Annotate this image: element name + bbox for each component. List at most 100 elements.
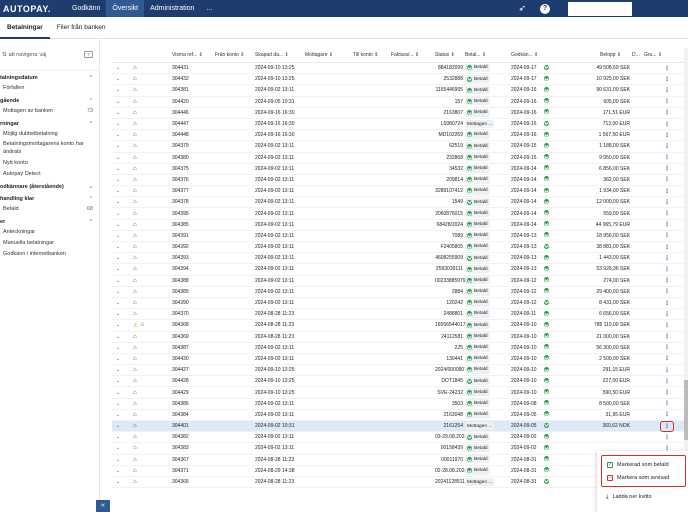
expand-chevron-icon[interactable]: ⌄ (115, 76, 121, 83)
sidebar-section-header[interactable]: rningar ⌃ (0, 119, 99, 129)
row-actions-kebab-icon[interactable]: ⋮ (664, 143, 670, 150)
row-actions-kebab-icon[interactable]: ⋮ (664, 401, 670, 408)
collapse-sidebar-button[interactable]: « (96, 500, 110, 512)
row-actions-kebab-icon[interactable]: ⋮ (664, 412, 670, 419)
expand-chevron-icon[interactable]: ⌄ (115, 255, 121, 262)
column-header-status[interactable]: Status ⇕ (435, 52, 455, 58)
row-actions-kebab-icon[interactable]: ⋮ (664, 110, 670, 117)
expand-chevron-icon[interactable]: ⌄ (115, 479, 121, 486)
expand-chevron-icon[interactable]: ⌄ (115, 277, 121, 284)
sidebar-section-header[interactable]: handling klar ⌃ (0, 194, 99, 204)
expand-chevron-icon[interactable]: ⌄ (115, 344, 121, 351)
table-row[interactable]: ⌄ ⌂ 304367 2024-08-28 11:23 00011970 Betald 20… (112, 455, 684, 466)
expand-chevron-icon[interactable]: ⌄ (115, 109, 121, 116)
rocket-icon[interactable]: ➶ (518, 3, 526, 13)
row-actions-kebab-icon[interactable]: ⋮ (664, 76, 670, 83)
expand-chevron-icon[interactable]: ⌄ (115, 322, 121, 329)
table-row[interactable]: ⌄ ⌂ 304389 2024-09-02 13:11 2884 Betald 2024-0… (112, 287, 684, 298)
expand-chevron-icon[interactable]: ⌄ (115, 244, 121, 251)
table-row[interactable]: ⌄ ⌂ 304376 2024-09-02 13:11 209814 Betald 2024… (112, 175, 684, 187)
sidebar-item[interactable]: Mottagen av banken 73 (0, 106, 99, 117)
table-row[interactable]: ⌄ ⌂ 304430 2024-09-02 13:11 130441 Betald 2024… (112, 354, 684, 366)
expand-chevron-icon[interactable]: ⌄ (115, 221, 121, 228)
column-header-visma-ref[interactable]: Visma ref... ⇕ (172, 52, 203, 58)
expand-chevron-icon[interactable]: ⌄ (115, 165, 121, 172)
chevron-up-icon[interactable]: ⌄ (88, 184, 93, 190)
row-actions-kebab-icon[interactable]: ⋮ (664, 87, 670, 94)
expand-chevron-icon[interactable]: ⌄ (115, 300, 121, 307)
expand-chevron-icon[interactable]: ⌄ (115, 288, 121, 295)
chevron-up-icon[interactable]: ⌃ (88, 196, 93, 202)
help-icon[interactable]: ? (540, 3, 550, 14)
row-actions-kebab-icon[interactable]: ⋮ (664, 300, 670, 307)
table-row[interactable]: ⌄ ⌂ 304380 2024-09-02 13:11 232868 Betald 2024… (112, 153, 684, 164)
nav-tab-administration[interactable]: Administration (150, 5, 195, 12)
chevron-up-icon[interactable]: ⌃ (88, 98, 93, 104)
sidebar-section-header[interactable]: odkännare (återstående) ⌄ (0, 182, 99, 192)
nav-tab-more[interactable]: ... (206, 5, 213, 12)
expand-chevron-icon[interactable]: ⌄ (115, 434, 121, 441)
mark-as-rejected-option[interactable]: – Markera som avvisad (602, 471, 685, 484)
column-header-payment[interactable]: Betal... ⇕ (465, 52, 487, 58)
sidebar-item[interactable]: Möjlig dubbelbetalning (0, 129, 99, 140)
column-header-amount[interactable]: Belopp ⇕ (600, 52, 622, 58)
row-actions-kebab-icon[interactable]: ⋮ (664, 199, 670, 206)
row-actions-kebab-icon[interactable]: ⋮ (664, 166, 670, 173)
row-actions-kebab-icon[interactable]: ⋮ (664, 322, 670, 329)
row-actions-kebab-icon[interactable]: ⋮ (664, 121, 670, 128)
expand-chevron-icon[interactable]: ⌄ (115, 423, 121, 430)
column-header-group[interactable]: Gru... ⇕ (644, 52, 662, 58)
shortcut-help-button[interactable]: ? (84, 51, 93, 58)
table-row[interactable]: ⌄ ⌂ 304385 2024-09-02 13:11 68428/2024 Betald… (112, 220, 684, 231)
expand-chevron-icon[interactable]: ⌄ (115, 333, 121, 340)
expand-chevron-icon[interactable]: ⌄ (115, 266, 121, 273)
table-row[interactable]: ⌄ ⌂ 304447 2024-09-16 16:30 L5980724 Mottagen… (112, 119, 684, 131)
table-row[interactable]: ⌄ ⌂ 304390 2024-09-02 13:11 120242 Betald 2024… (112, 298, 684, 310)
expand-chevron-icon[interactable]: ⌄ (115, 188, 121, 195)
row-actions-kebab-icon[interactable]: ⋮ (664, 244, 670, 251)
row-actions-kebab-icon[interactable]: ⋮ (664, 99, 670, 106)
row-actions-kebab-icon[interactable]: ⋮ (664, 155, 670, 162)
column-header-created[interactable]: Skapad da... ⇕ (255, 52, 289, 58)
sidebar-item[interactable]: Nytt konto (0, 158, 99, 169)
table-row[interactable]: ⌄ ⌂ 304382 2024-09-02 13:11 03-29.08.2024. Be… (112, 432, 684, 444)
tab-bank-files[interactable]: Filer från banken (56, 23, 106, 31)
row-actions-kebab-icon[interactable]: ⋮ (664, 211, 670, 218)
row-actions-kebab-icon[interactable]: ⋮ (664, 233, 670, 240)
table-scrollbar[interactable] (684, 48, 688, 512)
chevron-up-icon[interactable]: ⌃ (88, 121, 93, 127)
sidebar-section-header[interactable]: talningsdatum ⌃ (0, 73, 99, 83)
expand-chevron-icon[interactable]: ⌄ (115, 199, 121, 206)
table-row[interactable]: ⌄ ⌂ 304379 2024-09-02 13:11 62519 Betald 2024-… (112, 141, 684, 153)
row-actions-kebab-icon[interactable]: ⋮ (664, 266, 670, 273)
expand-chevron-icon[interactable]: ⌄ (115, 65, 121, 72)
table-row[interactable]: ⌄ ⌂ 304429 2024-09-10 13:25 SVE-24232 Betald 2… (112, 387, 684, 399)
row-actions-kebab-icon[interactable]: ⋮ (664, 367, 670, 374)
chevron-up-icon[interactable]: ⌃ (88, 75, 93, 81)
expand-chevron-icon[interactable]: ⌄ (115, 389, 121, 396)
user-menu[interactable] (568, 1, 632, 16)
sidebar-item[interactable]: Betalningsmottagarens konto har ändrats (0, 140, 99, 158)
table-row[interactable]: ⌄ ⌂ 304375 2024-09-02 13:11 34532 Betald 2024-… (112, 164, 684, 175)
table-row[interactable]: ⌄ ⌂ 304392 2024-09-02 13:11 F2405805 Betald 20… (112, 242, 684, 254)
table-row[interactable]: ⌄ ⌂ 304394 2024-09-02 13:11 2593039111 Betald… (112, 264, 684, 276)
sidebar-item[interactable]: Betald 68 (0, 204, 99, 215)
row-actions-kebab-icon[interactable]: ⋮ (664, 177, 670, 184)
sidebar-item[interactable]: Manuella betalningar (0, 238, 99, 249)
chevron-up-icon[interactable]: ⌃ (88, 219, 93, 225)
column-header-recipient[interactable]: Mottagare ⇕ (305, 52, 334, 58)
table-row[interactable]: ⌄ ⌂ 304432 2024-09-10 13:25 2532888 Betald 202… (112, 74, 684, 86)
table-row[interactable]: ⌄ ⌂ 304448 2024-09-16 16:30 MD102269 Betald 20… (112, 130, 684, 142)
row-actions-kebab-icon[interactable]: ⋮ (664, 378, 670, 385)
table-row[interactable]: ⌄ ⌂ 304395 2024-09-02 13:11 2060876015 Betald… (112, 208, 684, 220)
table-row[interactable]: ⌄ ⌂ 304420 2024-09-05 10:31 157 Betald 2024-09… (112, 97, 684, 108)
sidebar-item[interactable]: Godkänn i internetbanken (0, 249, 99, 260)
row-actions-kebab-icon[interactable]: ⋮ (664, 356, 670, 363)
row-actions-kebab-icon[interactable]: ⋮ (664, 445, 670, 452)
row-actions-kebab-icon[interactable]: ⋮ (664, 278, 670, 285)
sidebar-item[interactable]: Förfallen (0, 83, 99, 94)
download-receipt-option[interactable]: ⤓ Ladda ner kvitto (597, 490, 688, 504)
row-actions-kebab-icon[interactable]: ⋮ (664, 345, 670, 352)
sidebar-section-header[interactable]: gående ⌃ (0, 96, 99, 106)
expand-chevron-icon[interactable]: ⌄ (115, 132, 121, 139)
